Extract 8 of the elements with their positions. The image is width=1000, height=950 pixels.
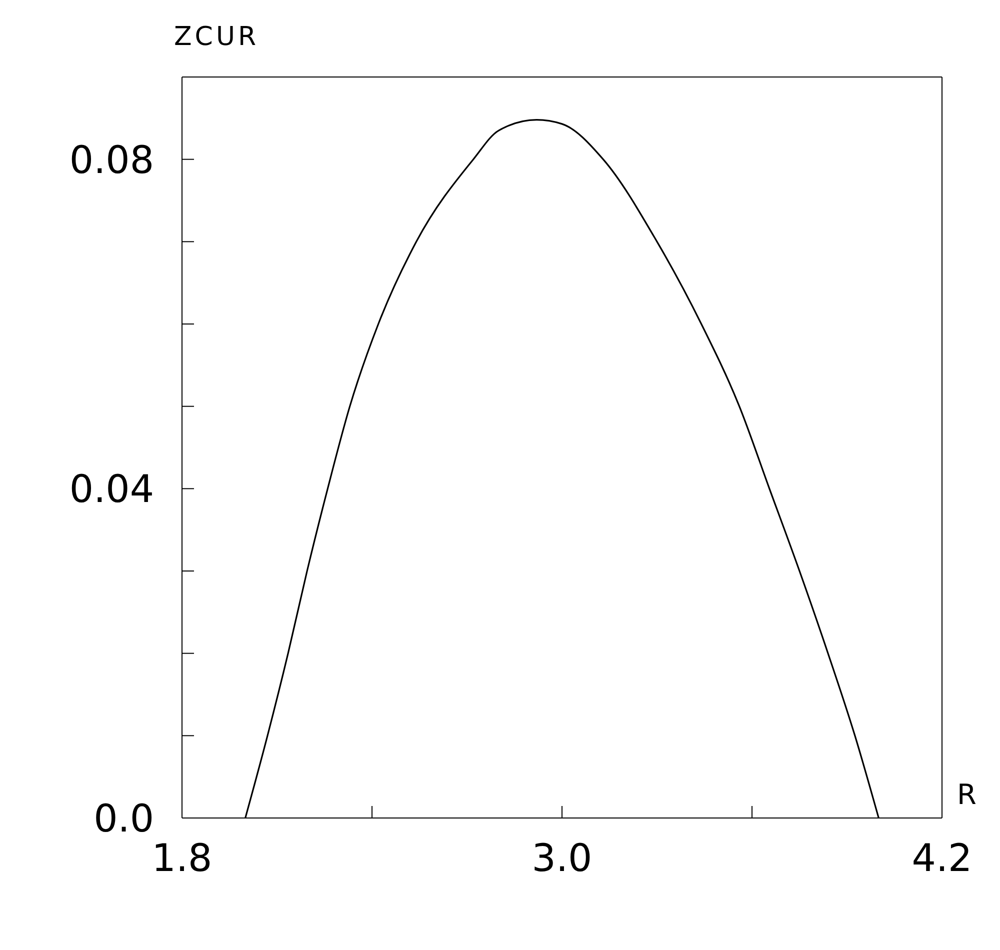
x-tick-label: 1.8 <box>152 836 212 880</box>
y-tick-label: 0.0 <box>94 796 154 840</box>
y-tick-label: 0.04 <box>69 467 154 512</box>
x-tick-label: 3.0 <box>532 836 592 880</box>
x-axis-title: R <box>957 778 976 811</box>
x-tick-label: 4.2 <box>912 836 972 880</box>
y-axis-title: ZCUR <box>174 22 260 52</box>
y-tick-label: 0.08 <box>69 138 154 182</box>
